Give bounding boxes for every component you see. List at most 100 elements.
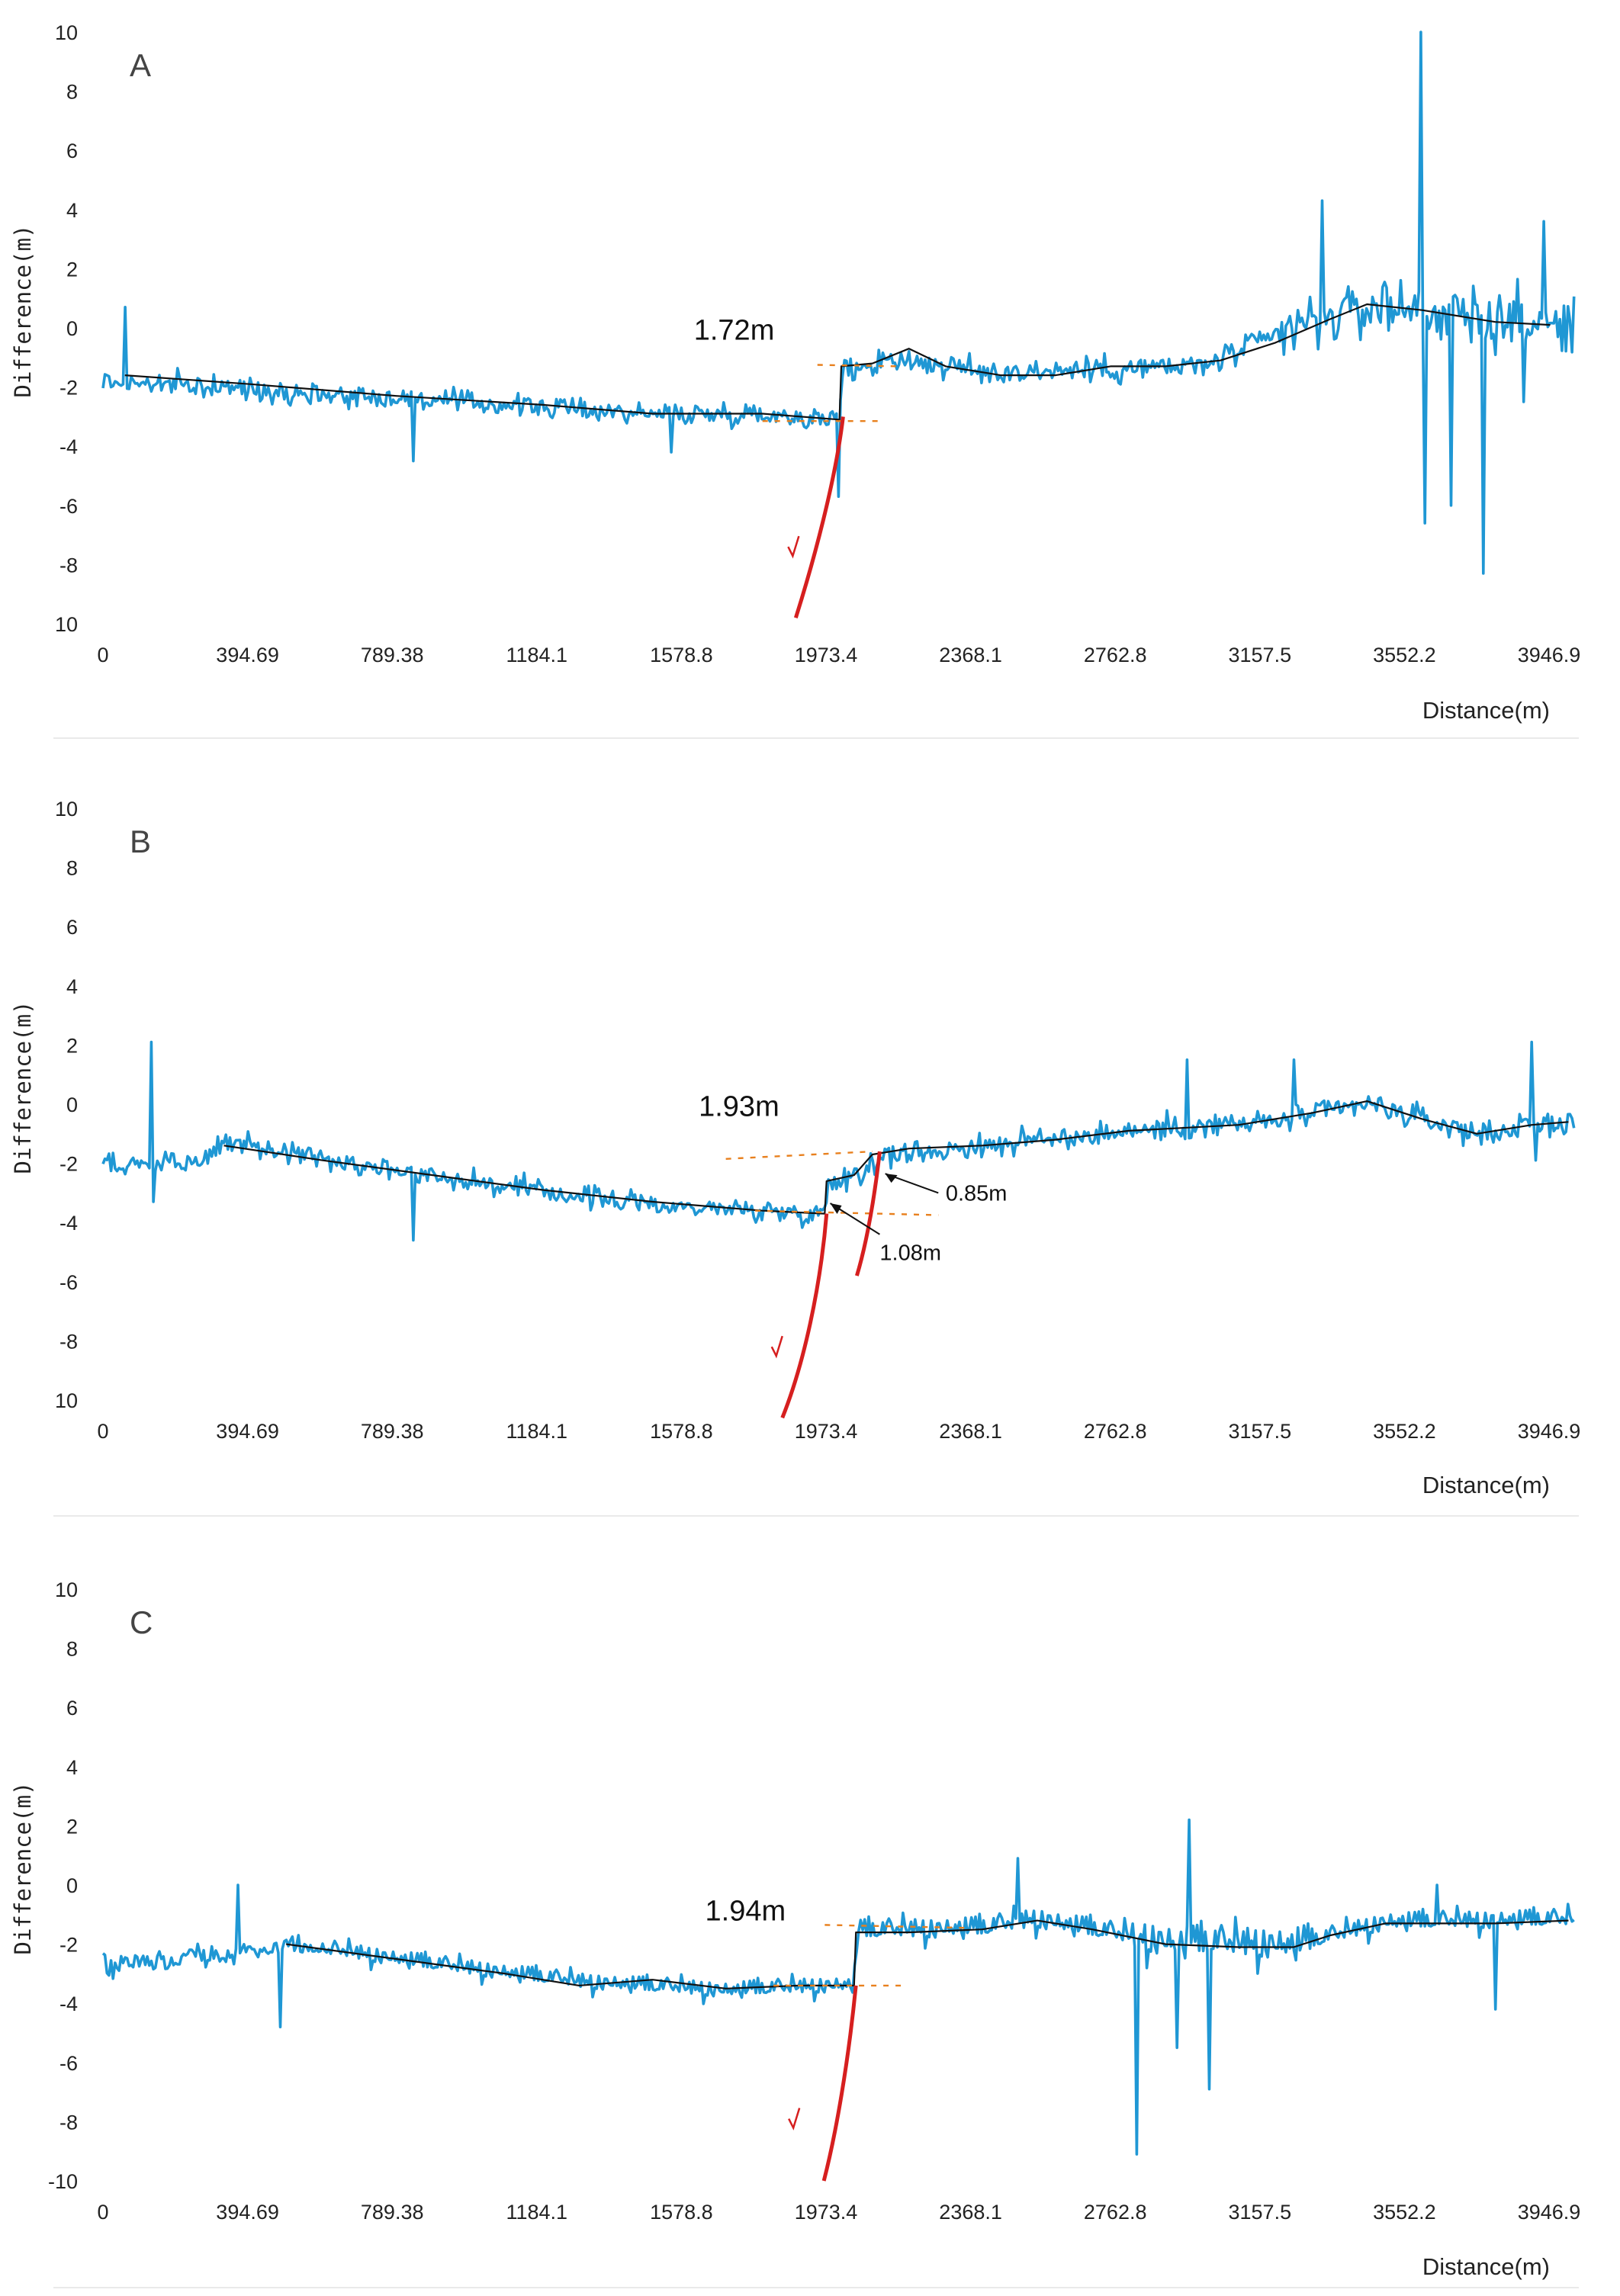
offset-label: 1.72m (694, 315, 775, 347)
y-axis-label: Difference(m) (10, 1001, 36, 1174)
y-tick-label: -2 (59, 1153, 78, 1176)
x-tick-label: 2368.1 (939, 644, 1002, 666)
y-tick-label: -6 (59, 495, 78, 518)
fault-slip-arrow-icon (787, 535, 800, 559)
offset-label: 1.94m (706, 1896, 786, 1928)
x-tick-label: 3946.9 (1518, 2201, 1581, 2224)
y-tick-label: -8 (59, 2111, 78, 2134)
fault-line (793, 416, 845, 618)
y-tick-label: 6 (66, 916, 78, 939)
signal-series (101, 31, 1576, 575)
trend-line (223, 1100, 1569, 1215)
y-tick-label: -2 (59, 1934, 78, 1957)
x-tick-label: 3157.5 (1229, 1420, 1292, 1443)
trend-line (286, 1919, 1569, 1989)
x-tick-label: 3552.2 (1373, 2201, 1436, 2224)
y-tick-label: -4 (59, 1212, 78, 1235)
x-axis-label: Distance(m) (1422, 697, 1550, 724)
x-tick-label: 1973.4 (795, 644, 858, 666)
fault-slip-arrow-icon (788, 2108, 801, 2131)
y-tick-label: -2 (59, 377, 78, 400)
panel-label: B (130, 824, 151, 859)
y-tick-label: -4 (59, 1993, 78, 2015)
x-tick-label: 394.69 (216, 1420, 279, 1443)
x-tick-label: 1578.8 (650, 2201, 713, 2224)
y-tick-label: 2 (66, 1034, 78, 1057)
y-tick-label: 0 (66, 1093, 78, 1116)
y-tick-label: 0 (66, 317, 78, 340)
x-tick-label: 0 (97, 2201, 108, 2224)
y-tick-label: 10 (55, 1389, 78, 1412)
y-tick-label: 6 (66, 140, 78, 162)
x-tick-label: 3157.5 (1229, 644, 1292, 666)
y-tick-label: 0 (66, 1874, 78, 1897)
offset-label: 1.93m (699, 1091, 779, 1123)
arrowhead-icon (885, 1174, 898, 1183)
y-tick-label: 4 (66, 1756, 78, 1779)
panel-b: 10 8 6 4 2 0 -2 -4 -6 -8 10 Difference(m) 0 394.69 789… (10, 798, 1581, 1517)
y-tick-label: 10 (55, 1578, 78, 1601)
x-tick-label: 3552.2 (1373, 1420, 1436, 1443)
fault-line (821, 1985, 858, 2182)
y-tick-label: -6 (59, 2052, 78, 2075)
x-axis-label: Distance(m) (1422, 1472, 1550, 1498)
x-tick-label: 1184.1 (506, 644, 568, 666)
arrowhead-icon (830, 1203, 842, 1214)
x-tick-label: 3157.5 (1229, 2201, 1292, 2224)
panel-label: C (130, 1604, 153, 1640)
y-tick-label: -4 (59, 435, 78, 458)
x-tick-label: 0 (97, 1420, 108, 1443)
y-axis-label: Difference(m) (10, 1782, 36, 1955)
x-tick-label: 2762.8 (1084, 2201, 1147, 2224)
y-tick-label: 2 (66, 1815, 78, 1838)
x-tick-label: 1973.4 (795, 2201, 858, 2224)
y-tick-label: -8 (59, 554, 78, 576)
x-tick-label: 2762.8 (1084, 644, 1147, 666)
x-tick-label: 3946.9 (1518, 644, 1581, 666)
x-tick-label: 1973.4 (795, 1420, 858, 1443)
y-tick-label: -10 (48, 2170, 78, 2193)
x-tick-label: 1184.1 (506, 1420, 568, 1443)
x-tick-label: 1184.1 (506, 2201, 568, 2224)
x-tick-label: 3946.9 (1518, 1420, 1581, 1443)
fault-slip-arrow-icon (770, 1335, 783, 1359)
y-tick-label: 4 (66, 199, 78, 222)
offset-label-upper: 0.85m (946, 1181, 1008, 1206)
y-axis-label: Difference(m) (10, 225, 36, 398)
guide-line-upper (725, 1150, 873, 1160)
y-tick-label: 10 (55, 21, 78, 44)
signal-series (101, 1040, 1576, 1242)
y-tick-label: 8 (66, 857, 78, 880)
fault-line-main (780, 1213, 829, 1419)
x-tick-label: 0 (97, 644, 108, 666)
y-tick-label: -6 (59, 1271, 78, 1294)
y-tick-label: 8 (66, 81, 78, 104)
x-tick-label: 2368.1 (939, 1420, 1002, 1443)
trend-line (124, 303, 1551, 421)
y-tick-label: 10 (55, 798, 78, 820)
y-tick-label: 10 (55, 613, 78, 636)
panel-a: 10 8 6 4 2 0 -2 -4 -6 -8 10 Difference(m) 0 394.69 789… (10, 21, 1581, 739)
offset-label-lower: 1.08m (879, 1241, 941, 1265)
x-tick-label: 2368.1 (939, 2201, 1002, 2224)
y-tick-label: -8 (59, 1330, 78, 1353)
x-tick-label: 3552.2 (1373, 644, 1436, 666)
x-tick-label: 789.38 (361, 644, 424, 666)
x-tick-label: 1578.8 (650, 644, 713, 666)
x-axis-label: Distance(m) (1422, 2253, 1550, 2280)
x-tick-label: 789.38 (361, 1420, 424, 1443)
y-tick-label: 8 (66, 1638, 78, 1661)
panel-label: A (130, 47, 151, 83)
y-tick-label: 4 (66, 975, 78, 998)
x-tick-label: 2762.8 (1084, 1420, 1147, 1443)
x-tick-label: 1578.8 (650, 1420, 713, 1443)
fault-line-secondary (855, 1151, 882, 1276)
x-tick-label: 394.69 (216, 644, 279, 666)
x-tick-label: 789.38 (361, 2201, 424, 2224)
y-tick-label: 6 (66, 1697, 78, 1720)
panel-c: 10 8 6 4 2 0 -2 -4 -6 -8 -10 Difference(m) 0 394.69 78… (10, 1578, 1580, 2288)
x-tick-label: 394.69 (216, 2201, 279, 2224)
y-tick-label: 2 (66, 258, 78, 281)
guide-line-upper (817, 364, 902, 368)
